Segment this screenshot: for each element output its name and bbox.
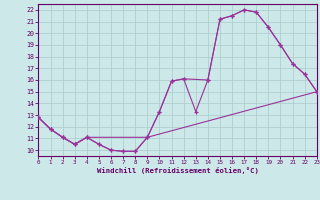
X-axis label: Windchill (Refroidissement éolien,°C): Windchill (Refroidissement éolien,°C) <box>97 167 259 174</box>
